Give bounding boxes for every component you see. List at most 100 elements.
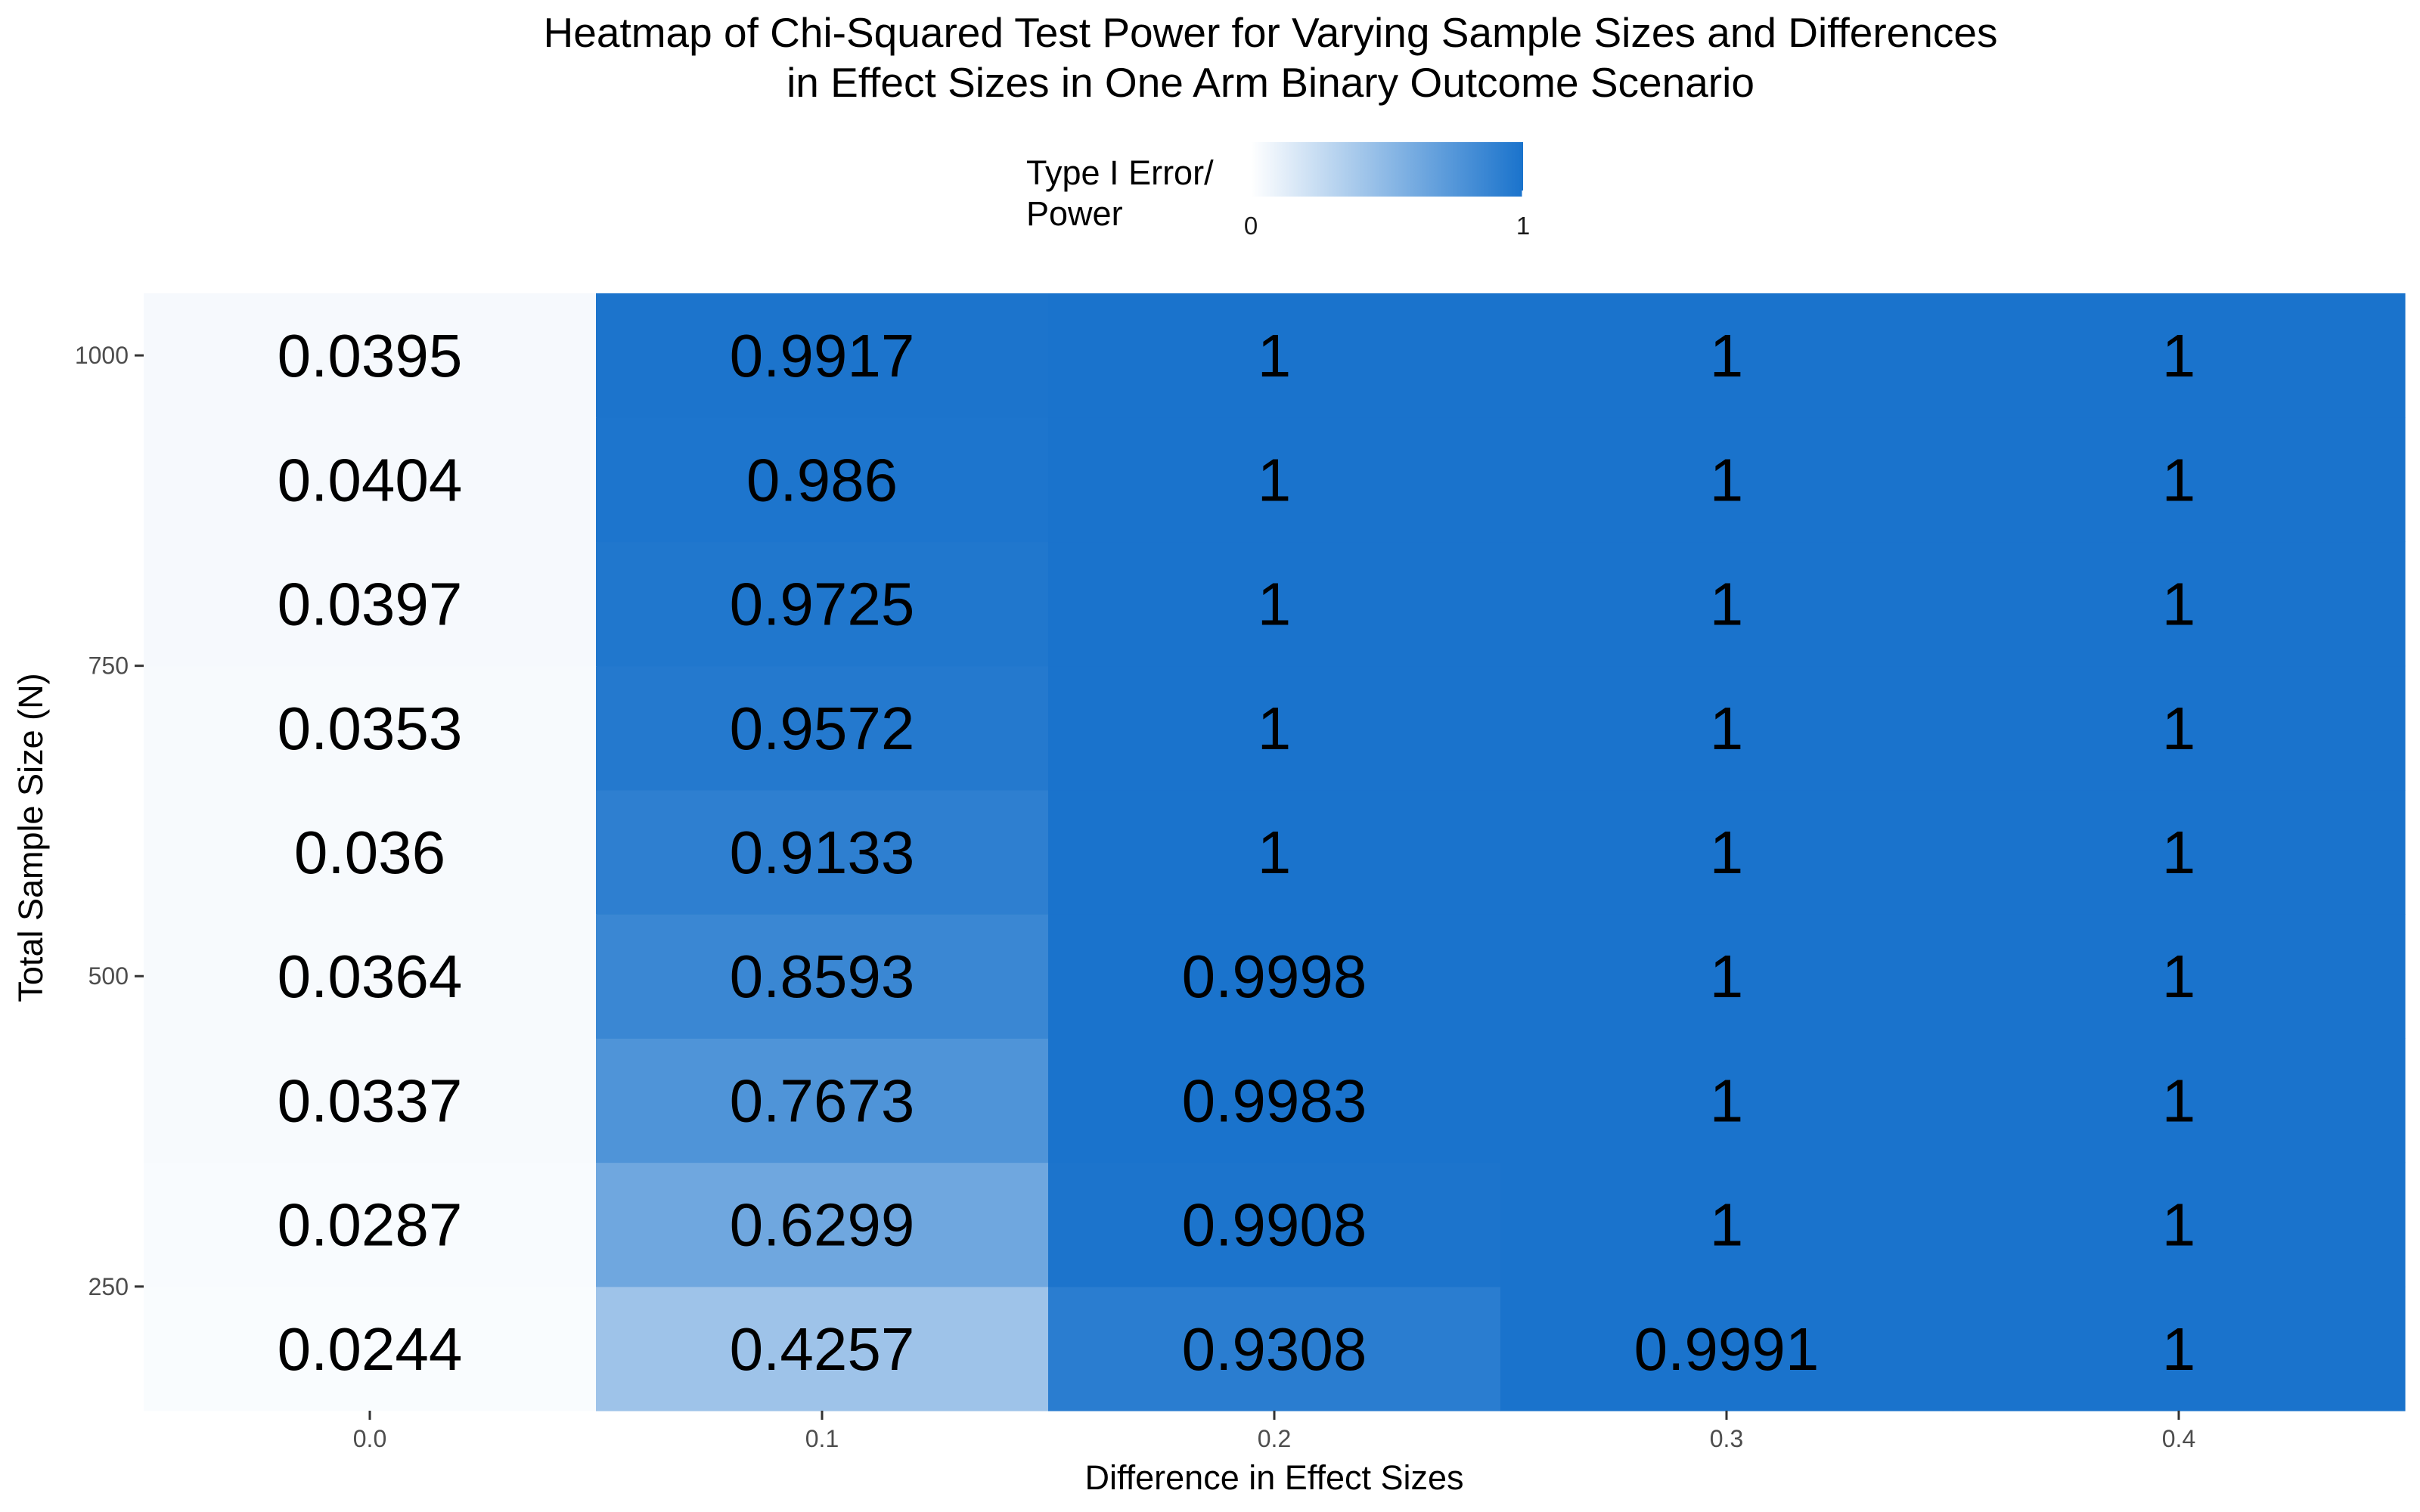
heatmap-cell bbox=[1048, 541, 1501, 667]
x-axis-tick-label: 0.1 bbox=[805, 1425, 839, 1452]
heatmap-cell-label: 1 bbox=[1258, 322, 1292, 389]
heatmap-cell-label: 0.036 bbox=[294, 819, 445, 886]
heatmap-cell bbox=[1500, 914, 1953, 1039]
heatmap-cell-label: 1 bbox=[2162, 446, 2196, 513]
heatmap-cell bbox=[1953, 293, 2406, 418]
chart-title-line-1: Heatmap of Chi-Squared Test Power for Va… bbox=[544, 9, 1998, 56]
heatmap-cell bbox=[596, 914, 1049, 1039]
heatmap-cell bbox=[1048, 665, 1501, 791]
heatmap-cell-label: 1 bbox=[2162, 943, 2196, 1010]
heatmap-cell bbox=[596, 1162, 1049, 1287]
heatmap-cell bbox=[1048, 1286, 1501, 1411]
heatmap-cell bbox=[1048, 293, 1501, 418]
heatmap-cell-label: 1 bbox=[1710, 819, 1744, 886]
heatmap-cell-label: 0.9725 bbox=[730, 571, 915, 638]
heatmap-cell bbox=[596, 541, 1049, 667]
heatmap-cell bbox=[1953, 417, 2406, 543]
y-axis: 250 500 750 1000 bbox=[75, 342, 144, 1300]
heatmap-cell bbox=[1500, 541, 1953, 667]
chart-title-line-2: in Effect Sizes in One Arm Binary Outcom… bbox=[786, 59, 1754, 106]
heatmap-cell bbox=[1500, 789, 1953, 915]
heatmap-cell bbox=[596, 293, 1049, 418]
heatmap-cell-label: 1 bbox=[2162, 819, 2196, 886]
x-axis-tick-label: 0.2 bbox=[1258, 1425, 1291, 1452]
heatmap-cell bbox=[1500, 1162, 1953, 1287]
heatmap-cell bbox=[1953, 789, 2406, 915]
legend-title-line-1: Type I Error/ bbox=[1026, 153, 1214, 192]
heatmap-cell bbox=[1500, 417, 1953, 543]
heatmap-cell bbox=[1953, 541, 2406, 667]
legend-colorbar bbox=[1251, 142, 1523, 197]
x-axis-title: Difference in Effect Sizes bbox=[1084, 1458, 1463, 1497]
heatmap-cell bbox=[1953, 914, 2406, 1039]
heatmap-cell-label: 0.986 bbox=[746, 446, 898, 513]
y-axis-tick-label: 750 bbox=[88, 652, 129, 680]
x-axis: 0.0 0.1 0.2 0.3 0.4 bbox=[353, 1411, 2195, 1452]
heatmap-cell bbox=[144, 665, 597, 791]
heatmap-cell-label: 1 bbox=[1710, 322, 1744, 389]
x-axis-tick-label: 0.3 bbox=[1710, 1425, 1743, 1452]
heatmap-cell bbox=[1048, 1162, 1501, 1287]
heatmap-cell-label: 1 bbox=[1710, 1067, 1744, 1134]
heatmap-cell-label: 1 bbox=[1710, 446, 1744, 513]
heatmap-cell-label: 0.9308 bbox=[1182, 1315, 1367, 1383]
heatmap-cell bbox=[144, 789, 597, 915]
heatmap-cell-label: 0.6299 bbox=[730, 1191, 915, 1259]
heatmap-cell-label: 0.0337 bbox=[278, 1067, 463, 1134]
heatmap-cell bbox=[1500, 293, 1953, 418]
x-axis-tick-label: 0.4 bbox=[2162, 1425, 2195, 1452]
heatmap-cell-label: 0.9908 bbox=[1182, 1191, 1367, 1259]
heatmap-cell bbox=[596, 789, 1049, 915]
heatmap-cell-label: 1 bbox=[1710, 1191, 1744, 1259]
heatmap-cell-label: 1 bbox=[2162, 1191, 2196, 1259]
y-axis-tick-label: 500 bbox=[88, 962, 129, 990]
heatmap-cell bbox=[1500, 1286, 1953, 1411]
heatmap-cell bbox=[144, 1038, 597, 1163]
heatmap-cell bbox=[1953, 1286, 2406, 1411]
heatmap-cell-label: 0.9917 bbox=[730, 322, 915, 389]
heatmap-cell-label: 0.9991 bbox=[1634, 1315, 1820, 1383]
heatmap-cell-label: 0.9133 bbox=[730, 819, 915, 886]
heatmap-cell-label: 1 bbox=[1710, 571, 1744, 638]
heatmap-cell-label: 0.8593 bbox=[730, 943, 915, 1010]
heatmap-cell bbox=[1953, 665, 2406, 791]
heatmap-cell bbox=[144, 1162, 597, 1287]
heatmap-cell-label: 0.0364 bbox=[278, 943, 463, 1010]
heatmap-cell-label: 0.9998 bbox=[1182, 943, 1367, 1010]
heatmap-cell-label: 1 bbox=[2162, 1067, 2196, 1134]
y-axis-title: Total Sample Size (N) bbox=[11, 673, 50, 1002]
heatmap-cell-label: 1 bbox=[2162, 571, 2196, 638]
heatmap-cell bbox=[596, 1038, 1049, 1163]
heatmap-cell bbox=[1500, 665, 1953, 791]
heatmap-cell bbox=[144, 1286, 597, 1411]
heatmap-cell-label: 0.0244 bbox=[278, 1315, 463, 1383]
y-axis-tick-label: 1000 bbox=[75, 342, 129, 369]
y-axis-tick-label: 250 bbox=[88, 1273, 129, 1300]
legend-title-line-2: Power bbox=[1026, 194, 1123, 233]
legend: Type I Error/ Power 0 1 bbox=[1026, 142, 1530, 240]
heatmap-cells bbox=[144, 293, 2406, 1411]
plot-area: 0.0244 0.4257 0.9308 0.9991 1 0.0287 0.6299 0.9… bbox=[143, 293, 2406, 1411]
legend-min-label: 0 bbox=[1244, 212, 1258, 240]
heatmap-cell-label: 1 bbox=[1258, 571, 1292, 638]
heatmap-cell-label: 0.0353 bbox=[278, 695, 463, 762]
heatmap-cell-label: 1 bbox=[1258, 695, 1292, 762]
heatmap-cell bbox=[1953, 1162, 2406, 1287]
heatmap-cell-label: 0.9983 bbox=[1182, 1067, 1367, 1134]
heatmap-cell bbox=[144, 293, 597, 418]
heatmap-cell bbox=[1048, 914, 1501, 1039]
heatmap-cell-label: 1 bbox=[1710, 695, 1744, 762]
heatmap-cell bbox=[1953, 1038, 2406, 1163]
heatmap-cell bbox=[596, 665, 1049, 791]
heatmap-cell bbox=[144, 541, 597, 667]
heatmap-cell-label: 1 bbox=[2162, 1315, 2196, 1383]
legend-max-label: 1 bbox=[1516, 212, 1530, 240]
heatmap-cell bbox=[596, 1286, 1049, 1411]
heatmap-cell bbox=[1048, 789, 1501, 915]
heatmap-cell-label: 0.7673 bbox=[730, 1067, 915, 1134]
heatmap-cell bbox=[144, 417, 597, 543]
heatmap-cell bbox=[1048, 417, 1501, 543]
heatmap-cell bbox=[144, 914, 597, 1039]
heatmap-cell-label: 1 bbox=[2162, 695, 2196, 762]
